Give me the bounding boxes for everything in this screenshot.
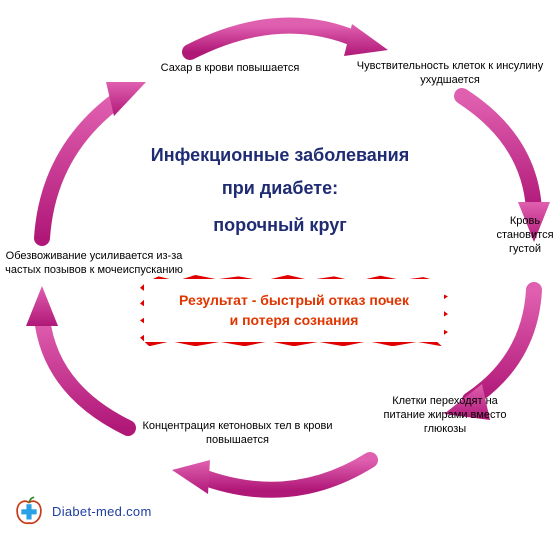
brand-logo-icon xyxy=(12,494,46,528)
node-dehydration: Обезвоживание усиливается из-за частых п… xyxy=(5,250,183,278)
node-sugar-rises: Сахар в крови повышается xyxy=(145,62,315,76)
brand-text: Diabet-med.com xyxy=(52,504,152,519)
result-box: Результат - быстрый отказ почек и потеря… xyxy=(140,275,448,346)
node-insulin-sensitivity: Чувствительность клеток к инсулину ухудш… xyxy=(350,60,550,88)
node-cells-fat: Клетки переходят на питание жирами вмест… xyxy=(370,395,520,436)
result-line2: и потеря сознания xyxy=(154,311,434,331)
title-line1: Инфекционные заболевания xyxy=(90,145,470,166)
result-line1: Результат - быстрый отказ почек xyxy=(154,291,434,311)
title-line3: порочный круг xyxy=(90,215,470,236)
title-line2: при диабете: xyxy=(90,178,470,199)
node-blood-thick: Кровь становится густой xyxy=(490,215,560,256)
diagram-canvas: Инфекционные заболевания при диабете: по… xyxy=(0,0,560,540)
node-ketones: Концентрация кетоновых тел в крови повыш… xyxy=(140,420,335,448)
site-brand: Diabet-med.com xyxy=(12,494,152,528)
